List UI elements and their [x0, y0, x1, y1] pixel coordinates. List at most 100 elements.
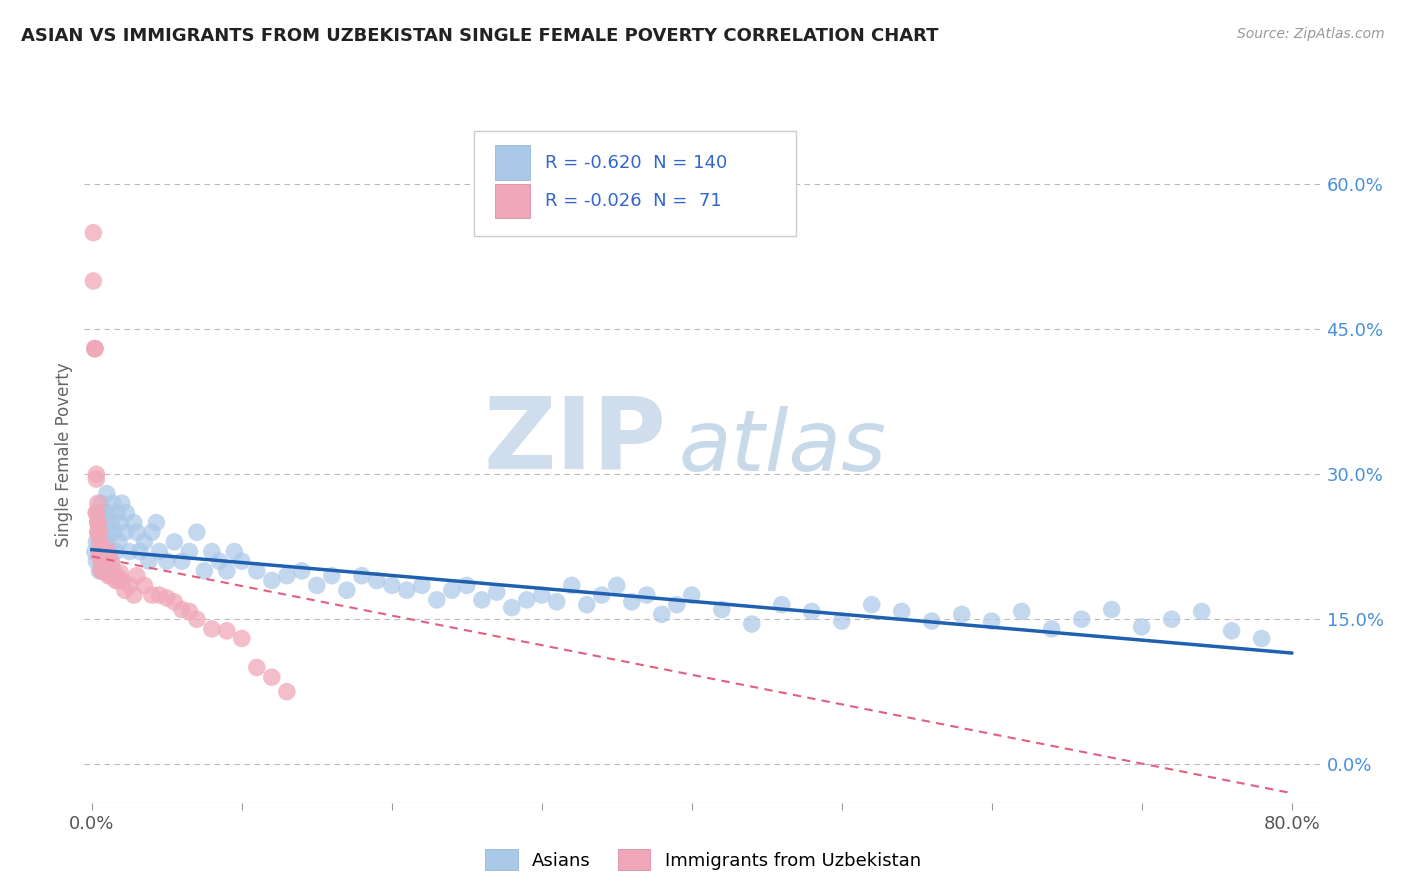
- Point: [93, 554, 115, 568]
- Point: [980, 614, 1002, 628]
- Point: [114, 525, 136, 540]
- Point: [96, 535, 118, 549]
- Point: [94, 544, 117, 558]
- Point: [98, 564, 121, 578]
- Point: [87, 496, 110, 510]
- Point: [89, 549, 111, 564]
- Point: [96, 554, 118, 568]
- Point: [89, 530, 111, 544]
- Text: ASIAN VS IMMIGRANTS FROM UZBEKISTAN SINGLE FEMALE POVERTY CORRELATION CHART: ASIAN VS IMMIGRANTS FROM UZBEKISTAN SING…: [21, 27, 939, 45]
- Text: ZIP: ZIP: [484, 392, 666, 490]
- Point: [94, 516, 117, 530]
- Point: [246, 564, 269, 578]
- Point: [91, 554, 114, 568]
- Point: [93, 564, 115, 578]
- Point: [89, 544, 111, 558]
- Point: [83, 342, 105, 356]
- Point: [83, 544, 105, 558]
- Point: [440, 583, 463, 598]
- Point: [103, 566, 125, 580]
- Point: [138, 554, 160, 568]
- Point: [90, 496, 112, 510]
- Point: [681, 588, 703, 602]
- Point: [530, 588, 553, 602]
- Point: [921, 614, 943, 628]
- Point: [89, 525, 111, 540]
- Point: [83, 342, 105, 356]
- Point: [186, 525, 208, 540]
- Point: [89, 564, 111, 578]
- Point: [101, 496, 124, 510]
- Point: [148, 544, 170, 558]
- Point: [90, 544, 112, 558]
- Point: [1220, 624, 1243, 638]
- Text: Source: ZipAtlas.com: Source: ZipAtlas.com: [1237, 27, 1385, 41]
- Point: [96, 542, 118, 557]
- Point: [501, 600, 523, 615]
- Point: [260, 574, 283, 588]
- Point: [91, 535, 114, 549]
- Point: [122, 516, 145, 530]
- Point: [115, 506, 138, 520]
- Point: [114, 583, 136, 598]
- Point: [125, 568, 148, 582]
- Point: [83, 342, 105, 356]
- Point: [179, 544, 201, 558]
- Point: [111, 574, 134, 588]
- Point: [831, 614, 853, 628]
- Point: [950, 607, 973, 622]
- Point: [86, 535, 108, 549]
- Point: [108, 572, 131, 586]
- Point: [111, 496, 134, 510]
- Point: [86, 472, 108, 486]
- Point: [1191, 605, 1213, 619]
- Point: [193, 564, 215, 578]
- Point: [87, 516, 110, 530]
- Point: [606, 578, 628, 592]
- Point: [208, 554, 231, 568]
- Point: [395, 583, 418, 598]
- Point: [87, 516, 110, 530]
- Point: [224, 544, 246, 558]
- Point: [1070, 612, 1092, 626]
- Point: [426, 592, 449, 607]
- Point: [276, 684, 298, 698]
- Point: [86, 554, 108, 568]
- Point: [575, 598, 598, 612]
- Point: [118, 544, 141, 558]
- Point: [93, 559, 115, 574]
- Point: [103, 525, 125, 540]
- Point: [134, 535, 156, 549]
- Point: [366, 574, 388, 588]
- Point: [215, 564, 238, 578]
- Point: [336, 583, 359, 598]
- Text: atlas: atlas: [678, 407, 886, 490]
- Point: [246, 660, 269, 674]
- Point: [104, 544, 127, 558]
- Point: [710, 602, 733, 616]
- Point: [411, 578, 433, 592]
- Point: [201, 544, 224, 558]
- Point: [93, 554, 115, 568]
- Point: [100, 554, 122, 568]
- Point: [91, 564, 114, 578]
- Point: [90, 564, 112, 578]
- Point: [100, 516, 122, 530]
- Point: [90, 544, 112, 558]
- Point: [110, 566, 132, 580]
- Point: [381, 578, 404, 592]
- Text: R = -0.026  N =  71: R = -0.026 N = 71: [544, 192, 721, 210]
- Point: [134, 578, 156, 592]
- Point: [101, 564, 124, 578]
- Point: [105, 506, 128, 520]
- Point: [87, 525, 110, 540]
- Point: [118, 578, 141, 592]
- Point: [87, 516, 110, 530]
- Point: [485, 585, 508, 599]
- Point: [125, 525, 148, 540]
- Point: [96, 546, 118, 561]
- Point: [201, 622, 224, 636]
- Point: [141, 588, 163, 602]
- Point: [93, 506, 115, 520]
- Point: [97, 525, 120, 540]
